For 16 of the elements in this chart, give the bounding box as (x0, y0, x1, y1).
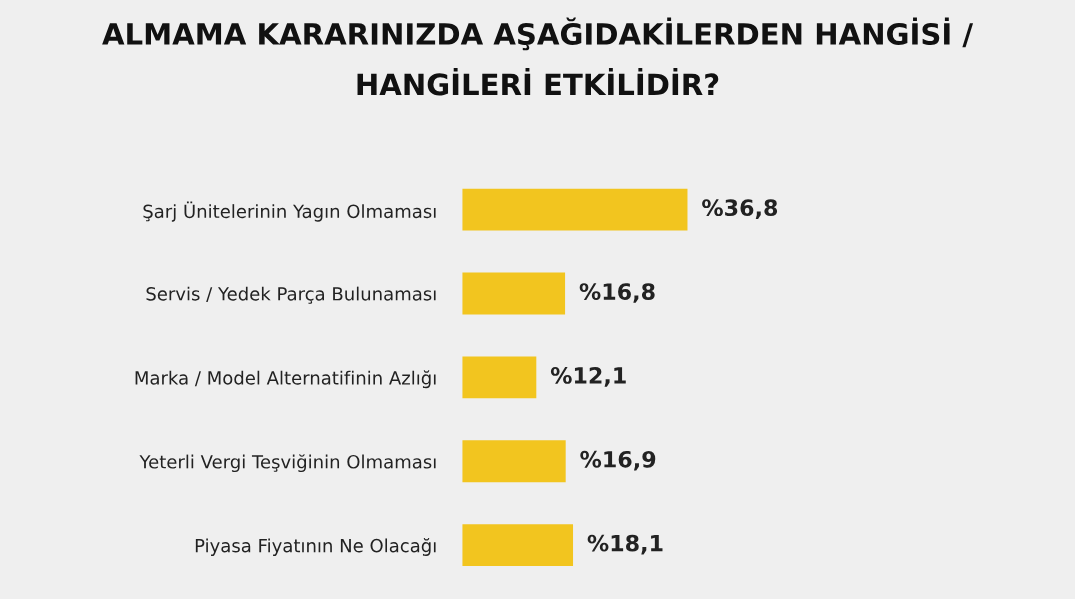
data-label: %16,9 (580, 450, 656, 471)
y-tick-label: Servis / Yedek Parça Bulunaması (146, 286, 436, 304)
y-tick-label: Marka / Model Alternatifinin Azlığı (135, 370, 436, 389)
y-tick-label: Yeterli Vergi Teşviğinin Olmaması (139, 454, 436, 473)
bar (462, 188, 688, 231)
chart-title: ALMAMA KARARINIZDA AŞAĞIDAKİLERDEN HANGİSİ / HANGİLERİ ETKİLİDİR? (102, 17, 974, 96)
data-label: %12,1 (550, 367, 626, 387)
bar (462, 272, 566, 315)
bar (462, 356, 537, 399)
data-label: %36,8 (702, 199, 778, 219)
data-label: %16,8 (579, 283, 655, 303)
bar (462, 440, 566, 483)
y-tick-label: Piyasa Fiyatının Ne Olacağı (195, 538, 436, 556)
y-tick-label: Şarj Ünitelerinin Yagın Olmaması (143, 201, 436, 222)
data-label: %18,1 (587, 534, 663, 555)
bar (462, 524, 574, 567)
